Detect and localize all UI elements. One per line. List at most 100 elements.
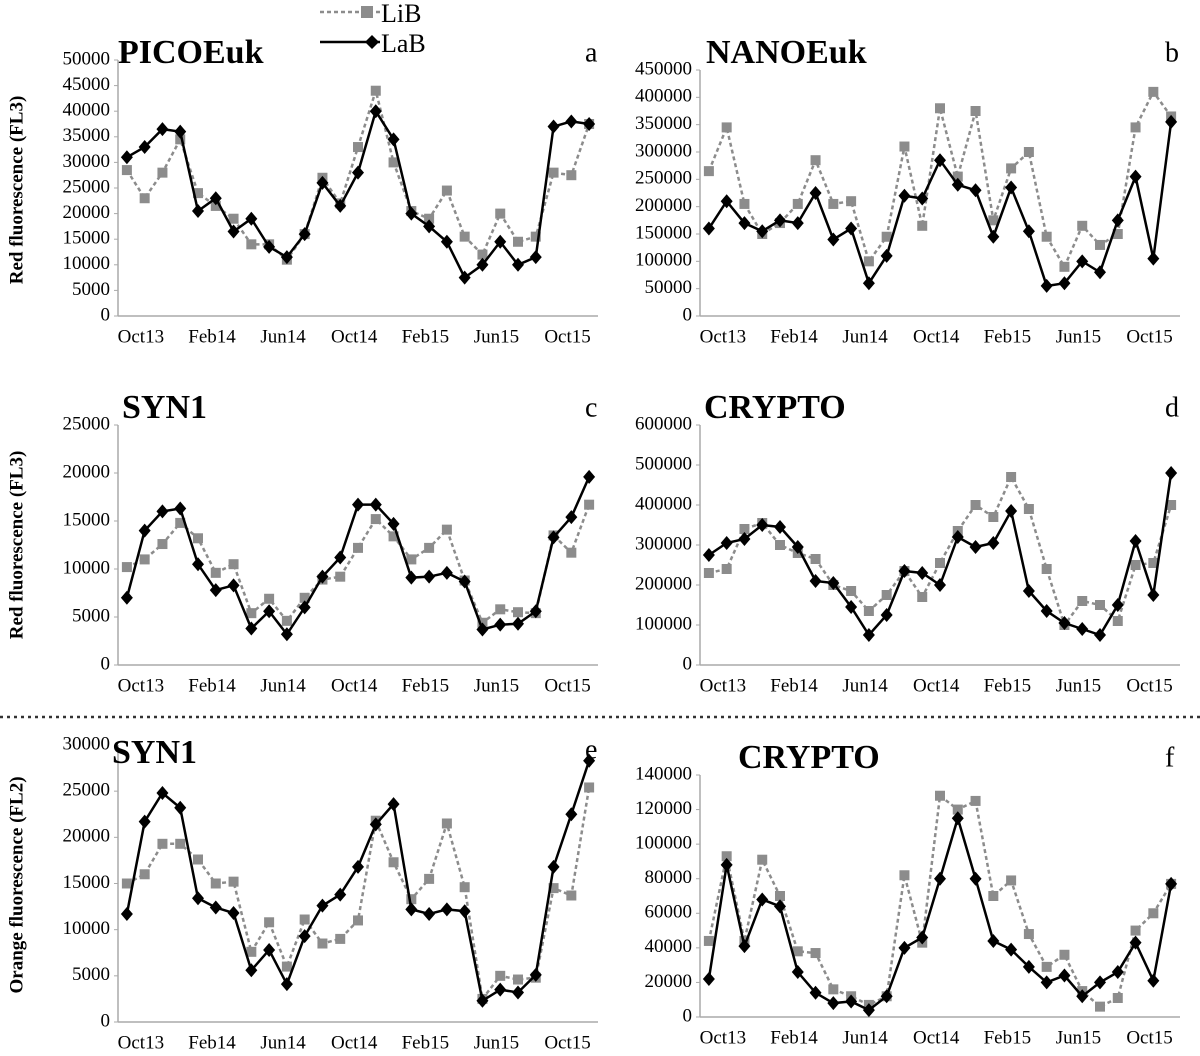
marker [881, 590, 892, 600]
y-tick-label: 25000 [63, 413, 111, 434]
x-tick-label: Feb14 [188, 326, 236, 347]
x-tick-label: Oct13 [700, 326, 746, 347]
marker [210, 878, 221, 889]
x-tick-label: Oct14 [331, 326, 378, 347]
marker [1148, 908, 1159, 919]
marker [862, 1003, 875, 1018]
x-tick-label: Jun15 [474, 1032, 519, 1053]
marker [1041, 564, 1052, 574]
y-tick-label: 450000 [635, 58, 692, 79]
marker [880, 989, 893, 1004]
marker [334, 550, 347, 565]
marker [720, 194, 733, 209]
y-tick-label: 100000 [635, 250, 692, 271]
marker [387, 132, 400, 147]
marker [1005, 180, 1018, 195]
marker [424, 873, 435, 884]
y-tick-label: 500000 [635, 453, 692, 474]
marker [1095, 239, 1105, 250]
y-tick-label: 25000 [63, 176, 111, 197]
marker [138, 523, 151, 538]
y-tick-label: 60000 [645, 902, 693, 923]
marker [1023, 504, 1034, 514]
x-tick-label: Jun14 [260, 1032, 306, 1053]
y-tick-label: 45000 [63, 74, 111, 95]
marker [720, 857, 733, 872]
marker [476, 993, 489, 1008]
marker [702, 221, 715, 236]
x-tick-label: Oct15 [544, 1032, 590, 1053]
marker [193, 533, 203, 544]
y-tick-label: 30000 [63, 151, 111, 172]
y-tick-label: 50000 [63, 48, 111, 69]
x-tick-label: Jun14 [260, 326, 306, 347]
marker [440, 565, 453, 580]
marker [512, 985, 524, 1000]
marker [156, 786, 169, 801]
marker [1094, 975, 1106, 990]
x-tick-label: Oct13 [700, 675, 746, 696]
marker [423, 569, 436, 584]
marker [1040, 278, 1053, 293]
x-tick-label: Feb14 [770, 1027, 818, 1048]
marker [987, 536, 1000, 550]
marker [228, 876, 239, 887]
y-tick-label: 0 [101, 304, 111, 325]
marker [139, 869, 150, 880]
marker [157, 838, 168, 849]
y-tick-label: 100000 [635, 833, 692, 854]
marker [495, 208, 506, 219]
marker [1040, 975, 1053, 990]
marker [352, 859, 364, 874]
y-axis-label: Red fluorescence (FL3) [6, 451, 27, 640]
chart-title: SYN1 [122, 389, 207, 426]
marker [512, 616, 524, 631]
x-tick-label: Jun15 [474, 326, 519, 347]
marker [405, 570, 418, 585]
x-tick-label: Jun15 [474, 675, 519, 696]
marker [862, 276, 875, 291]
x-tick-label: Oct13 [118, 1032, 164, 1053]
marker [810, 155, 821, 166]
marker [138, 140, 151, 155]
marker [175, 838, 186, 849]
marker [880, 248, 893, 263]
marker [1022, 224, 1035, 239]
marker [298, 600, 311, 615]
marker [845, 600, 858, 614]
marker [120, 906, 133, 921]
marker [175, 517, 186, 528]
marker [156, 122, 169, 137]
marker [246, 239, 257, 250]
marker [387, 797, 400, 812]
y-tick-label: 0 [101, 1010, 111, 1031]
marker [880, 608, 893, 622]
marker [441, 524, 452, 535]
x-tick-label: Feb14 [188, 1032, 236, 1053]
marker [566, 890, 577, 901]
marker [280, 250, 293, 265]
marker [1095, 1001, 1105, 1012]
marker [791, 965, 804, 980]
marker [827, 576, 840, 590]
marker [513, 974, 523, 985]
x-tick-label: Jun14 [260, 675, 306, 696]
marker [1129, 169, 1142, 184]
marker [246, 608, 257, 619]
marker [583, 753, 596, 768]
marker [193, 854, 203, 865]
panel-label: f [1165, 742, 1175, 773]
marker [281, 615, 292, 626]
marker [934, 153, 946, 168]
marker [210, 567, 221, 578]
marker [388, 157, 399, 168]
x-tick-label: Feb14 [770, 326, 818, 347]
y-tick-label: 50000 [645, 277, 693, 298]
marker [566, 170, 577, 181]
marker [192, 204, 204, 219]
marker [352, 497, 364, 512]
marker [263, 604, 276, 619]
marker [227, 578, 240, 593]
marker [1023, 929, 1034, 940]
marker [264, 917, 275, 928]
